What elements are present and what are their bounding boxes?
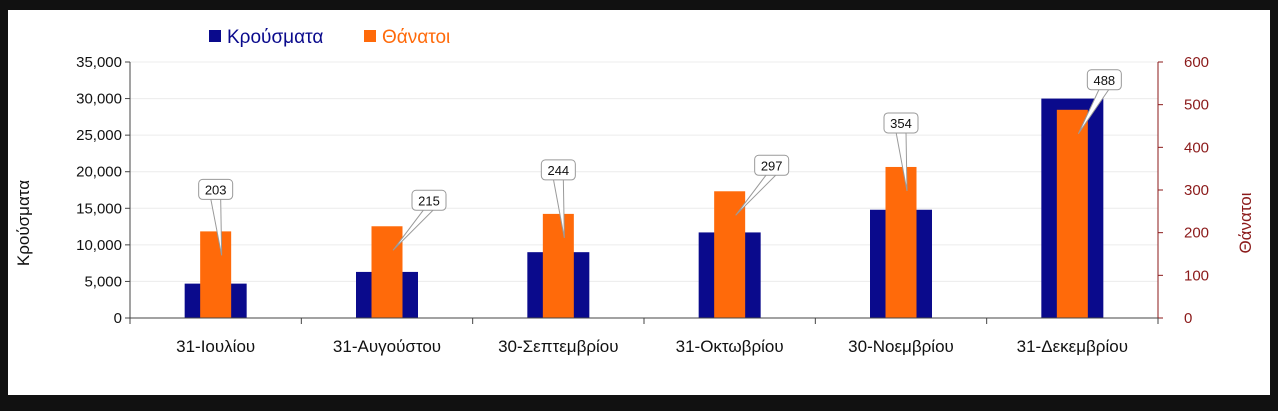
legend-label-deaths: Θάνατοι <box>382 27 450 48</box>
right-tick-label: 100 <box>1184 267 1209 284</box>
data-label: 488 <box>1093 73 1115 88</box>
left-tick-label: 25,000 <box>76 127 122 144</box>
right-tick-label: 0 <box>1184 310 1192 327</box>
right-tick-label: 400 <box>1184 139 1209 156</box>
data-label-callout: 244 <box>540 159 576 238</box>
callout-box <box>198 178 234 200</box>
left-tick-label: 30,000 <box>76 91 122 108</box>
category-label: 31-Ιουλίου <box>176 337 255 356</box>
data-label-callout: 297 <box>735 154 790 216</box>
category-label: 31-Αυγούστου <box>333 337 441 356</box>
legend-swatch-deaths <box>364 30 376 42</box>
data-label: 297 <box>761 158 783 173</box>
left-tick-label: 35,000 <box>76 54 122 71</box>
chart-frame: 0 5,000 10,000 15,000 20,000 25,000 30,000 35,0… <box>8 10 1270 395</box>
legend-swatch-cases <box>209 30 221 42</box>
bar-deaths <box>200 231 232 318</box>
y-axis-label-right: Θάνατοι <box>1236 192 1255 253</box>
data-label-callout: 203 <box>198 178 234 256</box>
tick-labels: 0 5,000 10,000 15,000 20,000 25,000 30,000 35,0… <box>76 54 1209 356</box>
category-label: 31-Οκτωβρίου <box>676 337 784 356</box>
data-labels: 203 215 244 297 354 488 <box>198 69 1122 256</box>
callout-box <box>540 159 576 181</box>
data-label: 244 <box>547 163 569 178</box>
y-axis-label-left: Κρούσματα <box>14 180 33 266</box>
callout-box <box>411 189 447 211</box>
category-label: 30-Σεπτεμβρίου <box>498 337 618 356</box>
data-label-callout: 215 <box>392 189 447 251</box>
bar-deaths <box>885 166 917 318</box>
bar-deaths <box>714 191 746 318</box>
axes <box>125 61 1163 324</box>
bar-deaths <box>1056 109 1088 318</box>
category-label: 30-Νοεμβρίου <box>848 337 954 356</box>
category-label: 31-Δεκεμβρίου <box>1017 337 1128 356</box>
callout-box <box>754 154 790 176</box>
right-tick-label: 300 <box>1184 182 1209 199</box>
left-tick-label: 20,000 <box>76 164 122 181</box>
callout-box <box>883 112 919 134</box>
right-tick-label: 500 <box>1184 97 1209 114</box>
data-label: 215 <box>418 193 440 208</box>
gridlines <box>130 61 1158 282</box>
callout-box <box>1086 69 1122 91</box>
bar-deaths <box>371 226 403 318</box>
right-tick-label: 600 <box>1184 54 1209 71</box>
chart: 0 5,000 10,000 15,000 20,000 25,000 30,000 35,0… <box>14 27 1255 356</box>
data-label: 354 <box>890 116 912 131</box>
data-label: 203 <box>205 182 227 197</box>
left-tick-label: 15,000 <box>76 200 122 217</box>
data-label-callout: 354 <box>883 112 919 192</box>
left-tick-label: 10,000 <box>76 237 122 254</box>
left-tick-label: 5,000 <box>84 273 122 290</box>
legend: Κρούσματα Θάνατοι <box>209 27 450 48</box>
bars <box>184 98 1104 318</box>
data-label-callout: 488 <box>1077 69 1122 135</box>
legend-label-cases: Κρούσματα <box>227 27 323 48</box>
right-tick-label: 200 <box>1184 225 1209 242</box>
bar-deaths <box>542 213 574 318</box>
left-tick-label: 0 <box>114 310 122 327</box>
